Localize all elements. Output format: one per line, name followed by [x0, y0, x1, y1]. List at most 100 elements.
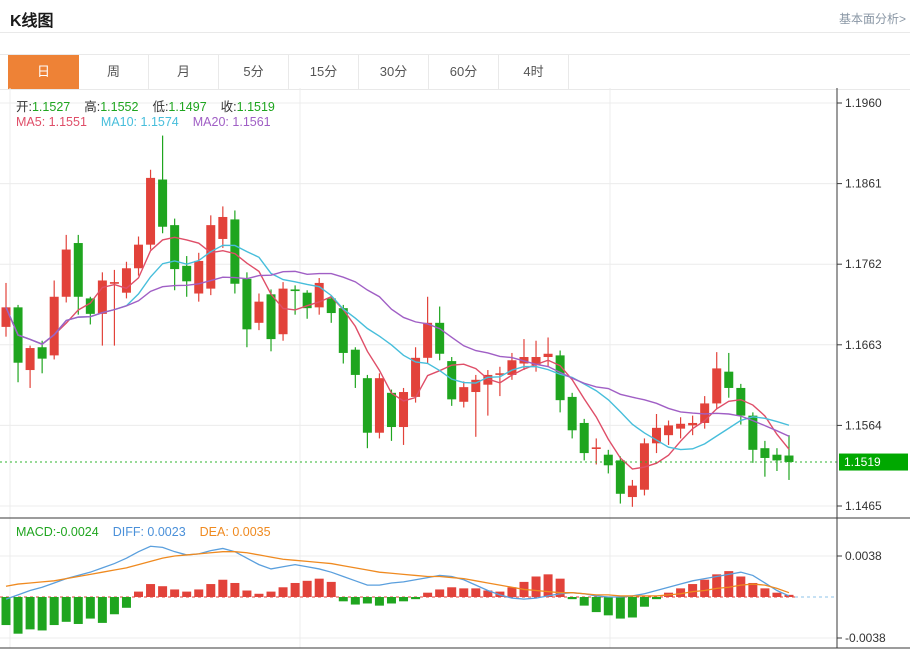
tab-interval-6[interactable]: 60分: [429, 55, 499, 89]
ma10-line: [5, 244, 790, 451]
macd-bar: [471, 588, 481, 597]
macd-value: MACD:-0.0024: [16, 525, 99, 539]
price-tick-label: 1.1663: [845, 338, 882, 352]
macd-bar: [170, 589, 180, 597]
macd-bar: [218, 579, 228, 597]
candle-body: [447, 361, 457, 400]
macd-bar: [350, 597, 360, 605]
tab-interval-0[interactable]: 日: [8, 55, 79, 89]
candle-body: [784, 455, 794, 463]
candle-body: [338, 308, 348, 353]
candle-body: [700, 403, 710, 423]
candle-body: [664, 425, 674, 436]
macd-bar: [146, 584, 156, 597]
candle-body: [182, 265, 192, 282]
macd-bar: [266, 591, 276, 597]
candle-body: [459, 387, 469, 402]
macd-bar: [158, 586, 168, 597]
dea-value: DEA: 0.0035: [199, 525, 271, 539]
candle-body: [555, 355, 565, 401]
candle-body: [748, 415, 758, 450]
macd-bar: [736, 576, 746, 597]
macd-bar: [386, 597, 396, 604]
macd-bar: [399, 597, 409, 602]
macd-bar: [676, 588, 686, 597]
candle-body: [326, 298, 336, 314]
ma10-value: MA10: 1.1574: [100, 115, 179, 129]
candle-body: [350, 349, 360, 375]
candle-body: [603, 454, 613, 466]
tab-interval-1[interactable]: 周: [79, 55, 149, 89]
macd-bar: [411, 597, 421, 600]
candle-body: [266, 294, 276, 340]
ma5-line: [5, 236, 790, 470]
candle-body: [471, 379, 481, 393]
candle-body: [302, 292, 312, 309]
candle-body: [374, 378, 384, 433]
macd-bar: [242, 590, 252, 597]
tab-interval-2[interactable]: 月: [149, 55, 219, 89]
candle-body: [242, 278, 252, 330]
price-tick-label: 1.1861: [845, 177, 882, 191]
macd-tick-label: -0.0038: [845, 631, 886, 645]
macd-bar: [712, 574, 722, 597]
macd-bar: [109, 597, 119, 615]
macd-bar: [579, 597, 589, 606]
macd-bar: [724, 571, 734, 597]
dea-line: [5, 551, 790, 597]
open-value: 开:1.1527: [16, 100, 71, 114]
candle-body: [254, 301, 264, 323]
macd-bar: [543, 574, 553, 597]
macd-bar: [97, 597, 107, 623]
candle-body: [170, 225, 180, 270]
candle-body: [61, 249, 71, 297]
price-tick-label: 1.1762: [845, 257, 882, 271]
ohlc-readout: 开:1.1527 高:1.1552 低:1.1497 收:1.1519: [16, 96, 275, 115]
candle-body: [615, 460, 625, 494]
macd-bar: [651, 597, 661, 600]
macd-bar: [85, 597, 95, 619]
macd-bar: [194, 589, 204, 597]
page-header: K线图 基本面分析>: [0, 0, 910, 33]
macd-bar: [278, 587, 288, 597]
macd-bar: [1, 597, 11, 626]
ma5-value: MA5: 1.1551: [16, 115, 87, 129]
candle-body: [507, 360, 517, 375]
macd-bar: [615, 597, 625, 619]
macd-bar: [760, 588, 770, 597]
candle-body: [1, 307, 11, 327]
candle-body: [688, 422, 698, 426]
tab-interval-4[interactable]: 15分: [289, 55, 359, 89]
low-value: 低:1.1497: [152, 100, 207, 114]
candle-body: [121, 268, 131, 293]
candle-body: [25, 348, 35, 371]
macd-bar: [121, 597, 131, 608]
candle-body: [591, 447, 601, 449]
candle-body: [760, 448, 770, 458]
candle-body: [278, 288, 288, 335]
macd-bar: [639, 597, 649, 607]
macd-bar: [302, 580, 312, 597]
macd-bar: [73, 597, 83, 624]
page-title: K线图: [10, 13, 54, 30]
tab-interval-7[interactable]: 4时: [499, 55, 569, 89]
tab-interval-3[interactable]: 5分: [219, 55, 289, 89]
chart-svg: 1.1519 1.1960 1.1861 1.1762 1.1663 1.1564 1.14…: [0, 88, 910, 649]
macd-bar: [435, 589, 445, 597]
candle-body: [399, 392, 409, 428]
candle-body: [411, 357, 421, 397]
candle-body: [567, 396, 577, 431]
tab-interval-5[interactable]: 30分: [359, 55, 429, 89]
candle-body: [85, 298, 95, 314]
candle-body: [676, 423, 686, 429]
candle-body: [109, 282, 119, 284]
macd-bar: [49, 597, 59, 626]
macd-bar: [326, 581, 336, 597]
macd-bar: [748, 582, 758, 597]
macd-bar: [555, 578, 565, 597]
fundamental-analysis-link[interactable]: 基本面分析>: [838, 12, 906, 26]
candle-body: [290, 289, 300, 292]
candle-body: [49, 296, 59, 356]
chart-area: 1.1519 1.1960 1.1861 1.1762 1.1663 1.1564 1.14…: [0, 88, 910, 650]
